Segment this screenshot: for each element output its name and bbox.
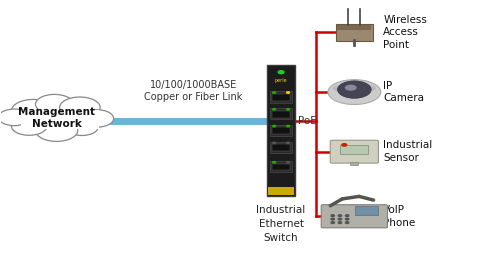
FancyBboxPatch shape [272, 94, 290, 101]
Circle shape [273, 92, 276, 93]
FancyBboxPatch shape [350, 162, 358, 165]
Circle shape [331, 218, 334, 220]
Text: 10/100/1000BASE
Copper or Fiber Link: 10/100/1000BASE Copper or Fiber Link [144, 81, 242, 102]
FancyBboxPatch shape [355, 206, 378, 215]
Text: Wireless
Access
Point: Wireless Access Point [383, 15, 427, 50]
FancyBboxPatch shape [330, 140, 379, 163]
Circle shape [342, 144, 347, 146]
Circle shape [278, 71, 284, 74]
FancyBboxPatch shape [270, 161, 292, 172]
FancyBboxPatch shape [336, 24, 373, 41]
Ellipse shape [333, 83, 376, 93]
Circle shape [286, 108, 289, 110]
Circle shape [12, 117, 47, 135]
FancyBboxPatch shape [270, 91, 292, 103]
Circle shape [59, 97, 100, 118]
FancyBboxPatch shape [321, 205, 387, 228]
Circle shape [286, 92, 289, 93]
Circle shape [286, 162, 289, 163]
Circle shape [338, 222, 341, 224]
FancyBboxPatch shape [14, 118, 103, 134]
FancyBboxPatch shape [272, 144, 290, 151]
Circle shape [273, 162, 276, 163]
Ellipse shape [328, 80, 381, 104]
Circle shape [338, 218, 341, 220]
FancyBboxPatch shape [270, 142, 292, 153]
Circle shape [331, 222, 334, 224]
Circle shape [35, 120, 78, 141]
FancyBboxPatch shape [270, 125, 292, 136]
Text: Management
Network: Management Network [18, 107, 95, 129]
FancyBboxPatch shape [270, 108, 292, 119]
FancyBboxPatch shape [341, 146, 369, 154]
Text: perle: perle [275, 78, 287, 83]
Circle shape [345, 218, 349, 220]
FancyBboxPatch shape [21, 110, 99, 129]
Text: PoE: PoE [298, 116, 316, 126]
Circle shape [345, 85, 357, 91]
Circle shape [273, 108, 276, 110]
Circle shape [0, 109, 30, 126]
FancyBboxPatch shape [268, 187, 294, 195]
Circle shape [345, 215, 349, 216]
Circle shape [273, 142, 276, 144]
FancyBboxPatch shape [272, 164, 290, 170]
FancyBboxPatch shape [272, 127, 290, 134]
FancyBboxPatch shape [267, 66, 295, 196]
Circle shape [12, 99, 56, 122]
Circle shape [338, 81, 371, 98]
FancyBboxPatch shape [272, 110, 290, 118]
Circle shape [331, 215, 334, 216]
Circle shape [80, 110, 114, 127]
Text: Industrial
Ethernet
Switch: Industrial Ethernet Switch [256, 205, 306, 243]
Text: VoIP
Phone: VoIP Phone [383, 205, 415, 228]
Text: IP
Camera: IP Camera [383, 81, 424, 103]
Circle shape [286, 125, 289, 127]
Circle shape [66, 119, 98, 135]
Text: Industrial
Sensor: Industrial Sensor [383, 140, 432, 163]
Circle shape [35, 94, 73, 114]
Circle shape [345, 222, 349, 224]
Circle shape [286, 142, 289, 144]
Circle shape [273, 125, 276, 127]
FancyBboxPatch shape [337, 25, 371, 30]
Circle shape [338, 215, 341, 216]
